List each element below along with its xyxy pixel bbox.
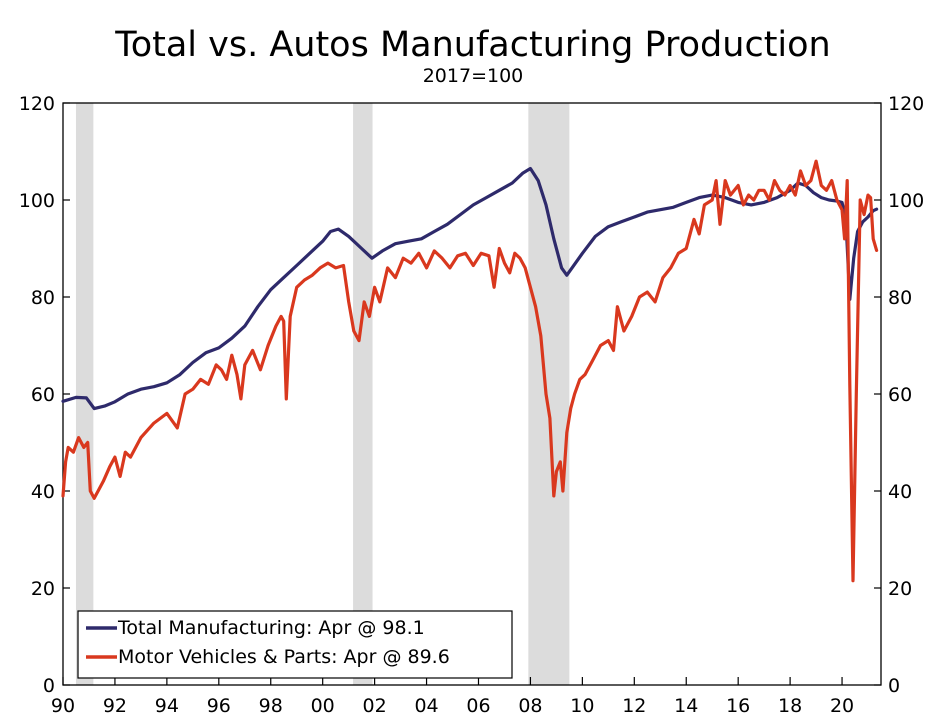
y-tick-label-left: 0 bbox=[43, 675, 55, 697]
x-tick-label: 98 bbox=[259, 695, 283, 717]
series-line-motor-vehicles bbox=[61, 159, 879, 583]
y-tick-label-left: 120 bbox=[19, 93, 55, 115]
y-tick-label-left: 20 bbox=[31, 578, 55, 600]
series-lines bbox=[61, 159, 879, 583]
series-line-total-manufacturing bbox=[61, 166, 879, 411]
y-tick-label-left: 60 bbox=[31, 384, 55, 406]
x-tick-label: 92 bbox=[103, 695, 127, 717]
x-tick-label: 96 bbox=[207, 695, 231, 717]
x-tick-label: 14 bbox=[674, 695, 698, 717]
x-tick-label: 02 bbox=[363, 695, 387, 717]
y-tick-label-right: 0 bbox=[888, 675, 900, 697]
x-tick-label: 90 bbox=[51, 695, 75, 717]
y-tick-label-right: 60 bbox=[888, 384, 912, 406]
chart-title: Total vs. Autos Manufacturing Production bbox=[114, 25, 830, 65]
legend: Total Manufacturing: Apr @ 98.1 Motor Ve… bbox=[77, 610, 513, 679]
x-tick-label: 08 bbox=[518, 695, 542, 717]
recession-band-3 bbox=[528, 103, 570, 685]
x-tick-label: 12 bbox=[622, 695, 646, 717]
y-tick-label-left: 80 bbox=[31, 287, 55, 309]
y-tick-label-right: 100 bbox=[888, 190, 924, 212]
y-tick-label-left: 40 bbox=[31, 481, 55, 503]
y-tick-label-right: 120 bbox=[888, 93, 924, 115]
x-tick-label: 10 bbox=[570, 695, 594, 717]
legend-box bbox=[77, 610, 513, 679]
y-tick-label-right: 20 bbox=[888, 578, 912, 600]
recession-band-1 bbox=[75, 103, 94, 685]
x-tick-label: 18 bbox=[778, 695, 802, 717]
recession-bands bbox=[75, 103, 570, 685]
x-tick-label: 16 bbox=[726, 695, 750, 717]
y-tick-label-right: 40 bbox=[888, 481, 912, 503]
legend-label-motor-vehicles: Motor Vehicles & Parts: Apr @ 89.6 bbox=[118, 646, 450, 668]
x-tick-label: 00 bbox=[311, 695, 335, 717]
chart-subtitle: 2017=100 bbox=[423, 65, 524, 87]
legend-label-total-manufacturing: Total Manufacturing: Apr @ 98.1 bbox=[117, 617, 425, 639]
y-tick-label-left: 100 bbox=[19, 190, 55, 212]
x-tick-label: 06 bbox=[466, 695, 490, 717]
x-tick-label: 04 bbox=[414, 695, 438, 717]
x-tick-label: 94 bbox=[155, 695, 179, 717]
recession-band-2 bbox=[353, 103, 373, 685]
y-tick-label-right: 80 bbox=[888, 287, 912, 309]
x-tick-label: 20 bbox=[830, 695, 854, 717]
